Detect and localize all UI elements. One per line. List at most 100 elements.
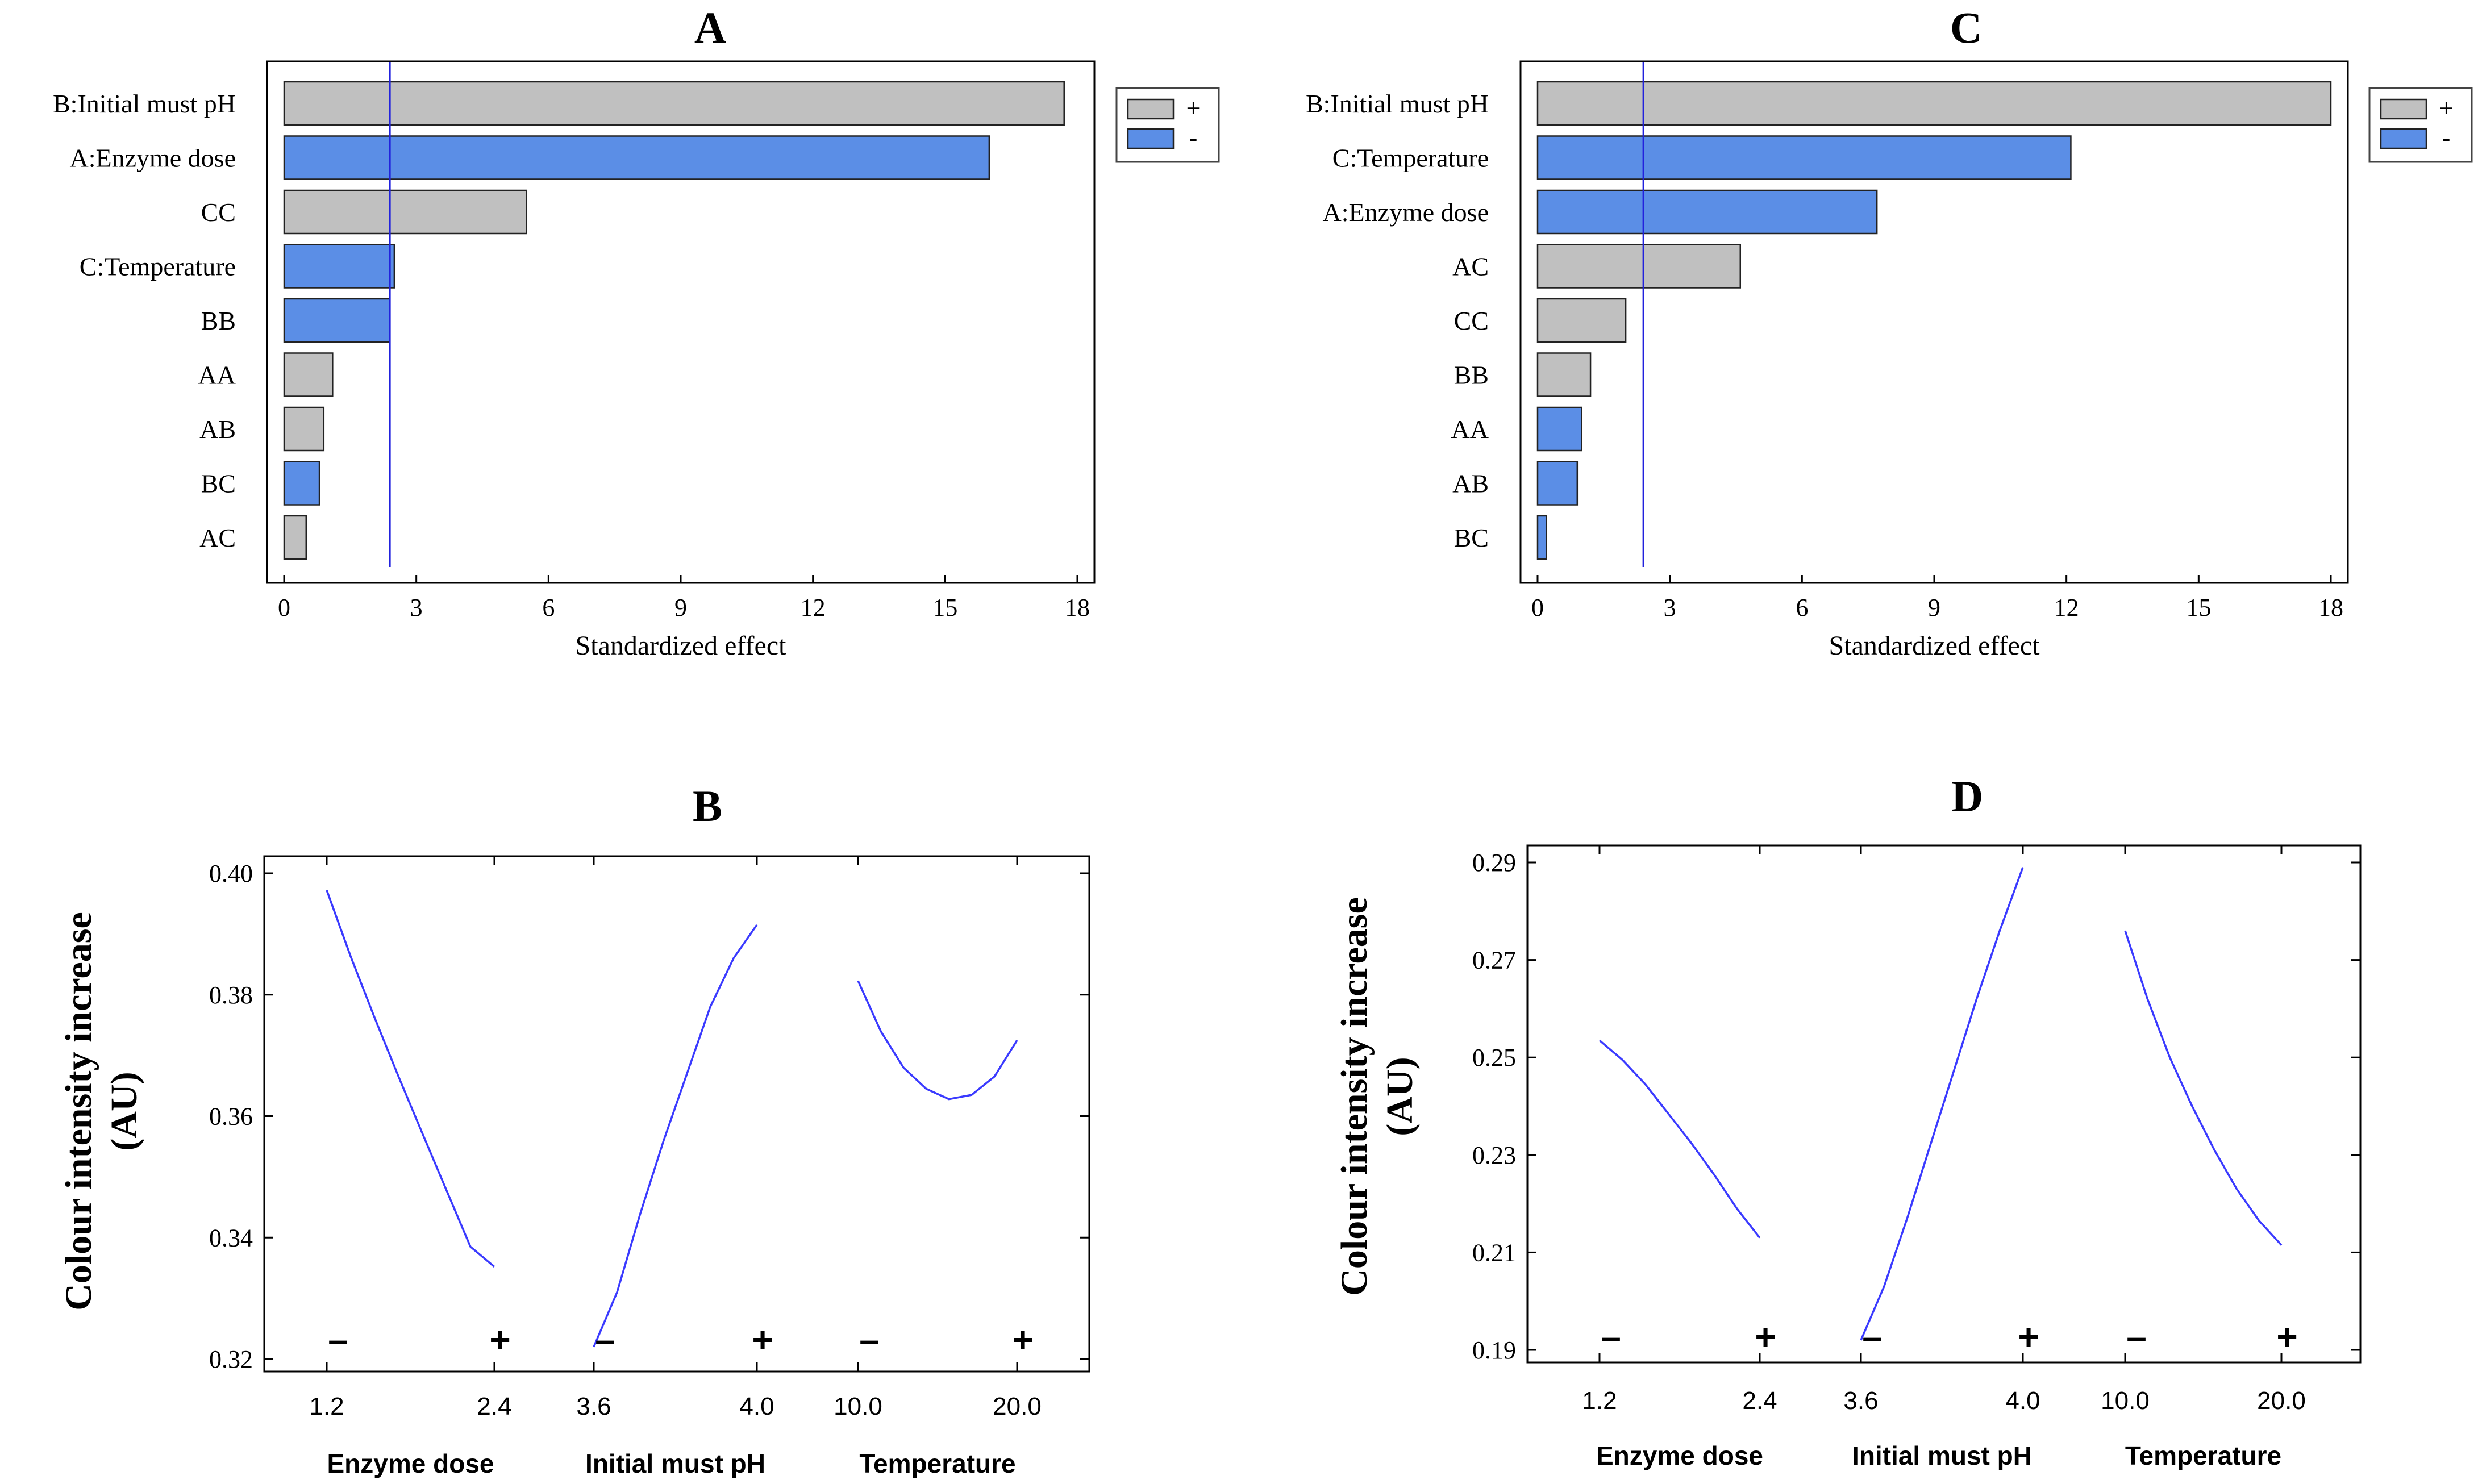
low-level-sign: – [595,1319,615,1360]
legend-swatch [1127,128,1175,149]
chart-title: C [1950,3,1982,52]
y-tick-label: 0.19 [1472,1336,1516,1364]
legend: +- [1115,87,1220,163]
effect-bar [283,352,334,397]
factor-name: Initial must pH [1852,1441,2032,1470]
y-tick-label: 0.32 [209,1345,253,1373]
factor-name: Temperature [2125,1441,2281,1470]
main-effects-chart-b: B Colour intensity increase (AU) 0.40 0.38 0.… [58,781,1090,1478]
effect-label: C:Temperature [80,252,236,281]
low-level-value: 3.6 [576,1393,611,1420]
legend-label: + [2439,94,2454,122]
effect-bar [283,189,527,235]
high-level-value: 4.0 [739,1393,774,1420]
low-level-value: 1.2 [1582,1387,1617,1415]
effect-bar [283,244,395,289]
low-level-value: 3.6 [1843,1387,1878,1415]
x-tick-label: 18 [1065,594,1090,622]
x-axis-label: Standardized effect [576,631,787,661]
legend-label: + [1186,94,1201,122]
y-tick-label: 0.25 [1472,1044,1516,1072]
high-level-value: 2.4 [477,1393,511,1420]
x-axis-label: Standardized effect [1829,631,2040,661]
effect-label: BB [201,306,236,335]
effect-label: C:Temperature [1332,144,1489,173]
factor-name: Enzyme dose [1596,1441,1763,1470]
effect-label: AB [199,415,236,444]
effect-curve [593,924,758,1348]
legend-swatch [1127,98,1175,120]
effect-bar [283,515,307,560]
effect-label: AC [1452,252,1489,281]
high-level-sign: + [1755,1316,1776,1357]
high-level-sign: + [2018,1316,2039,1357]
x-tick-label: 3 [410,594,423,622]
x-tick-label: 12 [2054,594,2079,622]
x-tick-label: 9 [674,594,687,622]
y-tick-label: 0.34 [209,1224,253,1252]
y-tick-label: 0.27 [1472,947,1516,974]
effect-bar [1536,515,1547,560]
x-tick-label: 3 [1664,594,1676,622]
factor-name: Initial must pH [585,1449,765,1478]
effect-bar [1536,244,1742,289]
low-level-value: 10.0 [2101,1387,2150,1415]
effect-label: CC [1454,306,1489,335]
effect-label: A:Enzyme dose [1322,198,1489,227]
low-level-sign: – [328,1319,348,1360]
effect-bar [1536,81,2332,126]
y-tick-label: 0.21 [1472,1239,1516,1266]
chart-title: A [694,3,726,52]
y-axis-label-line: Colour intensity increase [1334,897,1375,1296]
legend-swatch [2380,98,2427,120]
effect-bar [283,406,325,452]
plot-frame [263,855,1090,1373]
y-axis-label-line: (AU) [1379,1057,1421,1136]
main-effects-chart-d: D Colour intensity increase (AU) 0.29 0.27 0.… [1334,772,2362,1470]
x-tick-label: 0 [278,594,290,622]
low-level-sign: – [1862,1316,1883,1357]
pareto-chart-c: C B:Initial must pH C:Temperature A:Enzyme … [1306,3,2473,661]
effect-label: BB [1454,361,1489,390]
effect-bar [1536,461,1579,506]
y-axis-label-line: Colour intensity increase [58,912,99,1311]
chart-title: B [693,781,722,831]
effect-curve [857,980,1018,1101]
y-axis-label: Colour intensity increase (AU) [1334,897,1421,1296]
effect-bar [1536,135,2072,180]
x-tick-label: 6 [542,594,555,622]
x-tick-label: 15 [2186,594,2211,622]
y-tick-label: 0.38 [209,981,253,1009]
effect-label: B:Initial must pH [1306,89,1489,118]
effect-label: CC [201,198,236,227]
effect-curve [326,890,495,1268]
effect-label: BC [1454,523,1489,552]
effect-bar [1536,189,1878,235]
legend-label: - [2442,124,2451,152]
low-level-sign: – [859,1319,880,1360]
high-level-value: 2.4 [1742,1387,1777,1415]
high-level-value: 20.0 [993,1393,1042,1420]
effect-label: BC [201,469,236,498]
plot-frame [1526,844,2362,1364]
high-level-sign: + [1012,1319,1033,1360]
effect-bar [283,81,1065,126]
x-tick-label: 6 [1796,594,1808,622]
high-level-value: 4.0 [2005,1387,2040,1415]
legend-swatch [2380,128,2427,149]
pareto-chart-a: A B:Initial must pH A:Enzyme dose CC C:Tempe… [53,3,1220,661]
x-tick-label: 9 [1928,594,1940,622]
chart-title: D [1951,772,1983,821]
effect-label: AC [199,523,236,552]
low-level-value: 10.0 [834,1393,882,1420]
high-level-sign: + [489,1319,510,1360]
effect-curve [2124,930,2283,1246]
effect-label: B:Initial must pH [53,89,236,118]
high-level-value: 20.0 [2257,1387,2306,1415]
x-tick-label: 15 [932,594,957,622]
effect-bar [1536,352,1592,397]
effect-curve [1860,866,2024,1341]
effect-label: A:Enzyme dose [69,144,236,173]
y-axis-label: Colour intensity increase (AU) [58,912,145,1311]
y-tick-label: 0.36 [209,1103,253,1131]
